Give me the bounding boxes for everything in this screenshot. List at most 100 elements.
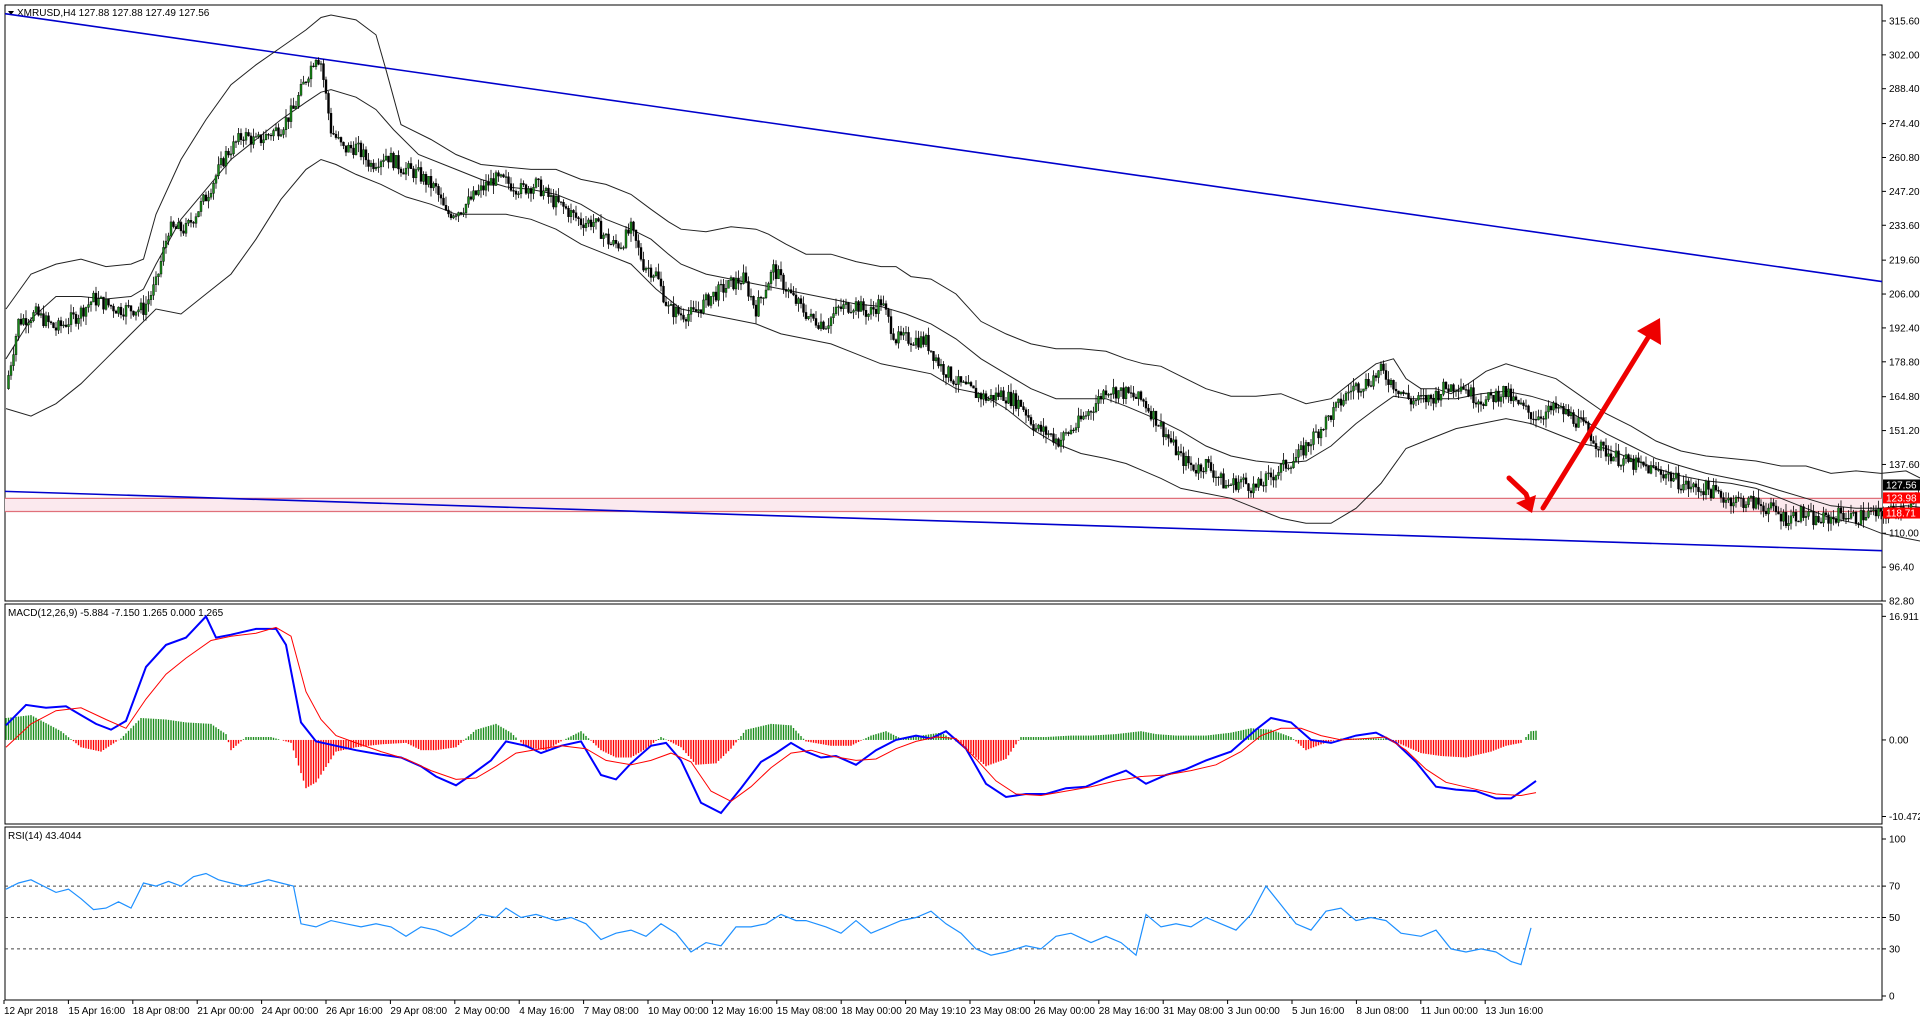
candle-bear	[419, 167, 423, 182]
candle-bear	[1842, 513, 1845, 520]
candle-bear	[399, 168, 403, 173]
candle-bear	[1192, 464, 1195, 471]
candle-bear	[1452, 384, 1455, 392]
candle-bull	[904, 332, 908, 334]
candle-bear	[1254, 483, 1258, 488]
candle-bull	[1287, 467, 1290, 470]
candle-bear	[1049, 433, 1053, 435]
rsi-line	[5, 872, 1532, 966]
candle-bear	[1367, 378, 1370, 386]
candle-bear	[1262, 485, 1265, 487]
candle-bull	[1074, 427, 1078, 431]
candle-bear	[1514, 396, 1518, 401]
candle-bear	[684, 319, 688, 322]
candle-bear	[879, 299, 883, 306]
candle-bull	[827, 325, 830, 329]
candle-bull	[1672, 478, 1675, 482]
candle-bull	[464, 203, 468, 214]
candle-bear	[1839, 507, 1843, 514]
rsi-pane	[4, 826, 1883, 1001]
symbol-dropdown-icon[interactable]	[8, 11, 14, 15]
time-tick-label: 13 Jun 16:00	[1485, 1006, 1543, 1017]
candle-bear	[642, 259, 645, 271]
candle-bull	[924, 334, 928, 345]
candle-bear	[862, 301, 865, 311]
candle-bull	[229, 153, 233, 156]
candle-bull	[124, 305, 128, 317]
candle-bear	[482, 185, 485, 191]
candle-bear	[182, 230, 185, 234]
candle-bull	[1787, 523, 1790, 526]
candle-bear	[1149, 410, 1153, 420]
candle-bull	[1484, 399, 1488, 406]
candle-bear	[1394, 389, 1398, 392]
candle-bull	[1342, 400, 1345, 406]
candle-bull	[1077, 415, 1080, 428]
candle-bear	[1527, 405, 1530, 413]
up-arrow-shaft	[1540, 333, 1652, 511]
candle-bear	[1374, 375, 1378, 378]
candle-bull	[757, 297, 760, 317]
candle-bull	[1799, 506, 1803, 522]
candle-bull	[1734, 496, 1738, 503]
candle-bull	[1087, 411, 1090, 416]
candle-bear	[1669, 472, 1673, 482]
macd-axis: 16.911 0.00 -10.472	[1882, 612, 1920, 823]
candle-bull	[517, 193, 520, 195]
candle-bear	[1524, 405, 1528, 407]
candle-bear	[804, 312, 808, 319]
candle-bull	[1782, 512, 1785, 522]
candle-bull	[1487, 392, 1490, 400]
candle-bear	[1329, 415, 1333, 420]
candle-bull	[159, 261, 163, 275]
candle-bear	[119, 306, 123, 316]
candle-bull	[1699, 491, 1703, 493]
candle-bull	[1152, 410, 1155, 420]
candle-bear	[1737, 496, 1740, 499]
candle-bear	[912, 344, 915, 346]
candle-bear	[1384, 370, 1388, 380]
candle-bull	[1389, 379, 1393, 385]
time-tick-label: 24 Apr 00:00	[262, 1006, 319, 1017]
candle-bull	[702, 299, 705, 314]
candle-bear	[179, 222, 183, 232]
price-tick-label: 137.60	[1889, 460, 1920, 471]
candle-bull	[67, 324, 70, 327]
candle-bear	[127, 305, 130, 307]
candle-bear	[694, 309, 698, 312]
candle-bear	[1244, 477, 1248, 484]
macd-tick-label: 0.00	[1889, 735, 1909, 746]
candle-bear	[1464, 389, 1468, 391]
candle-bear	[1694, 483, 1698, 488]
candle-bear	[227, 150, 230, 156]
candle-bull	[829, 317, 833, 326]
macd-macd-line	[5, 614, 1537, 815]
candle-bear	[1757, 497, 1760, 505]
candle-bear	[732, 277, 735, 290]
candle-bull	[382, 159, 385, 162]
candle-bear	[782, 274, 785, 290]
candle-bear	[469, 196, 473, 200]
candle-bull	[644, 268, 648, 271]
candle-bear	[599, 220, 603, 239]
candle-bear	[559, 201, 563, 203]
rsi-tick-label: 30	[1889, 944, 1901, 955]
candle-bull	[1332, 407, 1335, 420]
candle-bear	[894, 339, 898, 344]
candle-bear	[267, 134, 270, 136]
candle-bull	[1137, 391, 1140, 399]
candle-bear	[1402, 391, 1405, 394]
candle-bear	[437, 186, 440, 195]
candle-bull	[297, 95, 300, 107]
candle-bull	[1109, 393, 1113, 396]
candle-bear	[617, 243, 620, 249]
candle-bear	[1549, 405, 1553, 411]
candle-bear	[1322, 429, 1325, 431]
candle-bear	[1029, 417, 1033, 425]
candle-bear	[1022, 406, 1025, 410]
candle-bull	[919, 336, 923, 348]
time-tick-label: 12 May 16:00	[712, 1006, 773, 1017]
candle-bull	[1312, 431, 1315, 445]
candle-bear	[1167, 434, 1170, 439]
candle-bear	[344, 145, 348, 153]
